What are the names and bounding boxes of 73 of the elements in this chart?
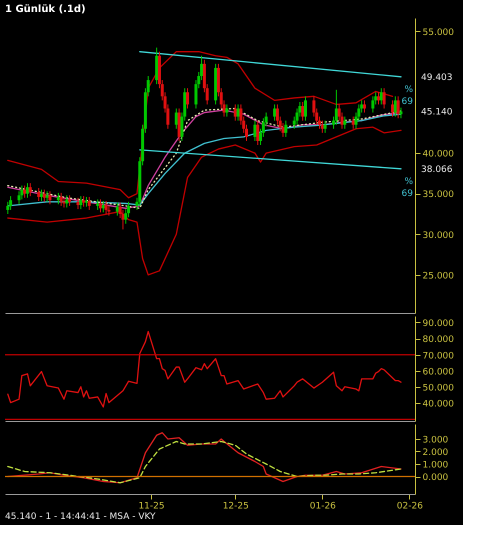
candlestick: [225, 104, 228, 118]
annotation: 69: [402, 188, 414, 199]
annotation: 38.066: [421, 164, 453, 175]
candlestick: [98, 198, 102, 213]
candlestick: [79, 196, 82, 210]
candlestick: [60, 192, 63, 206]
line-series: [7, 51, 394, 198]
line-series: [7, 330, 402, 408]
y-tick-label: 0.000: [422, 473, 449, 483]
candlestick: [284, 120, 288, 138]
annotation: 69: [402, 96, 414, 107]
y-tick-label: 70.000: [422, 351, 454, 362]
x-tick-label: 11-25: [138, 502, 165, 512]
candlestick: [102, 200, 105, 213]
candlestick: [343, 116, 346, 130]
candlestick: [399, 107, 402, 119]
candlestick: [256, 120, 260, 146]
candlestick: [76, 197, 80, 210]
y-tick-label: 60.000: [422, 367, 454, 378]
candlestick: [82, 196, 86, 208]
candlestick: [48, 190, 52, 205]
chart-title: 1 Günlük (.1d): [5, 4, 86, 15]
candlestick: [371, 96, 374, 114]
y-tick-label: 1.000: [422, 460, 449, 470]
candlestick: [96, 198, 100, 210]
text: 45.140 - 1 - 14:44:41 - MSA - VKY: [5, 512, 156, 522]
y-tick-label: 35.000: [422, 190, 454, 200]
candlestick: [40, 189, 44, 202]
candlestick: [186, 88, 190, 109]
candlestick: [320, 120, 324, 134]
candlestick: [301, 101, 304, 122]
annotation: %: [404, 84, 414, 95]
y-tick-label: 3.000: [422, 436, 449, 446]
candlestick: [23, 185, 26, 198]
candlestick: [9, 196, 12, 210]
y-tick-label: 50.000: [422, 384, 454, 394]
candlestick: [37, 188, 40, 202]
y-tick-label: 25.000: [422, 271, 454, 282]
line-series: [7, 126, 402, 276]
line-series: [7, 440, 402, 484]
x-tick-label: 02-26: [396, 502, 424, 512]
candlestick: [26, 182, 29, 198]
candlestick: [382, 88, 386, 109]
candlestick: [236, 104, 240, 122]
y-tick-label: 55.000: [422, 28, 454, 38]
y-tick-label: 90.000: [422, 318, 454, 329]
x-tick-label: 01-26: [310, 502, 336, 512]
candlestick: [273, 104, 276, 122]
candlestick: [88, 196, 91, 210]
candlestick: [324, 120, 327, 134]
candlestick: [68, 194, 72, 206]
candlestick: [28, 182, 32, 197]
x-tick-label: 12-25: [222, 502, 249, 512]
candlestick: [352, 116, 355, 130]
line-series: [7, 432, 402, 484]
candlestick: [46, 190, 49, 202]
y-tick-label: 2.000: [422, 448, 449, 458]
candlestick: [107, 205, 110, 216]
annotation: %: [404, 176, 414, 187]
annotation: 45.140: [421, 107, 453, 118]
annotation: 49.403: [421, 72, 452, 83]
candlestick: [62, 197, 66, 208]
candlestick: [362, 100, 366, 114]
candlestick: [396, 96, 400, 119]
y-tick-label: 80.000: [422, 335, 454, 346]
candlestick: [104, 200, 108, 214]
y-tick-label: 40.000: [422, 150, 454, 160]
candlestick: [304, 96, 307, 122]
candlestick: [391, 100, 394, 118]
candlestick: [376, 92, 380, 105]
y-tick-label: 40.000: [422, 400, 454, 410]
y-tick-label: 30.000: [422, 230, 454, 241]
candlestick: [42, 189, 46, 202]
